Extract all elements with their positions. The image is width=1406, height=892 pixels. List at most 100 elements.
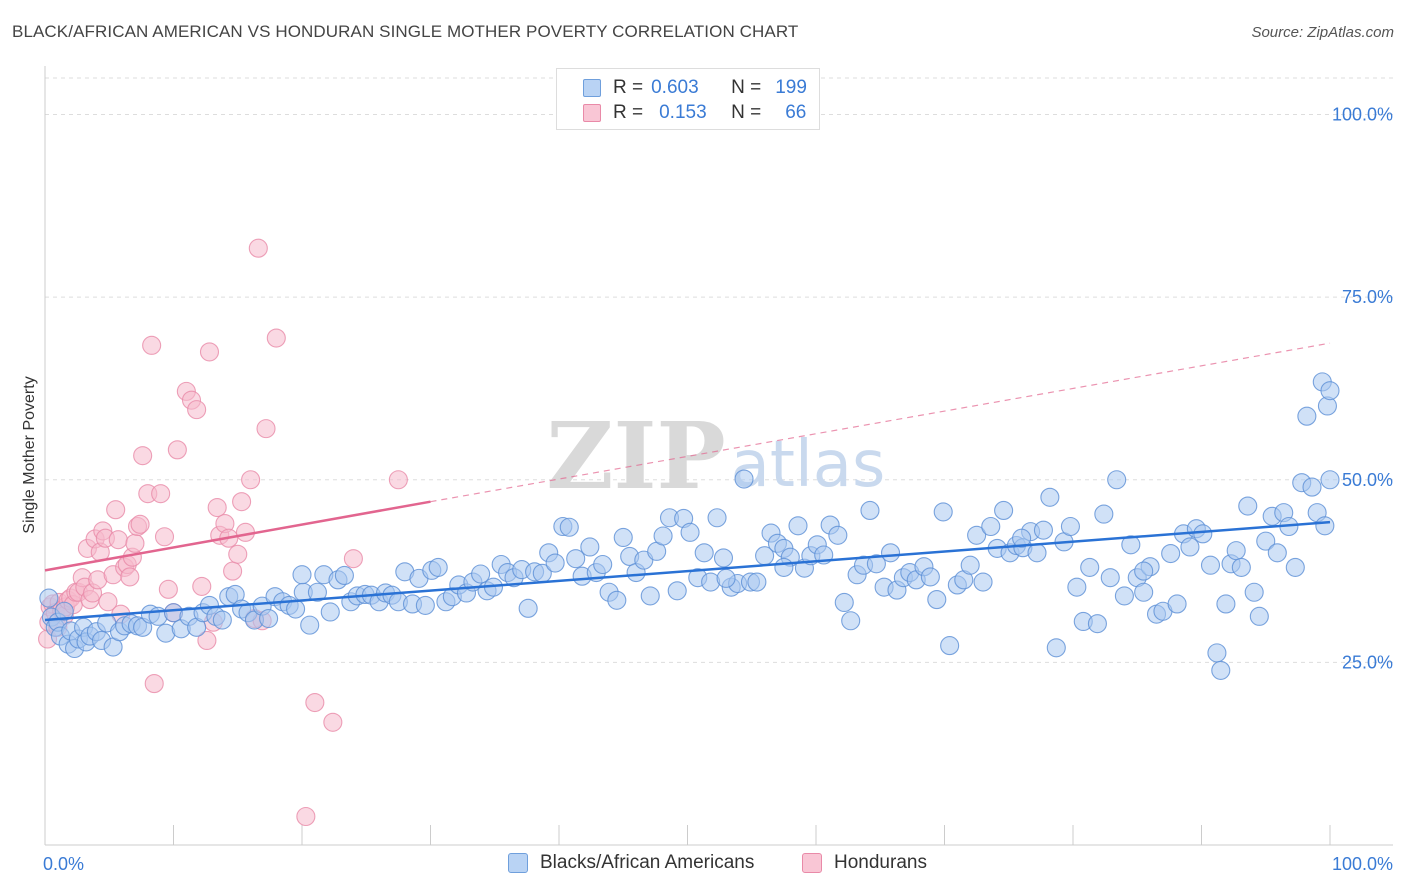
series-hondurans-points: [38, 238, 408, 827]
data-point-black: [1200, 555, 1221, 575]
data-point-black: [54, 601, 74, 621]
data-point-honduran: [98, 592, 118, 612]
data-point-honduran: [192, 576, 212, 596]
legend-swatch-blue: [508, 853, 528, 873]
data-point-honduran: [256, 419, 276, 439]
x-tick-label-max: 100.0%: [1332, 854, 1393, 874]
data-point-black: [334, 565, 354, 586]
data-point-black: [1285, 557, 1305, 577]
data-point-black: [667, 581, 687, 601]
data-point-black: [1244, 582, 1264, 602]
data-point-black: [1302, 477, 1322, 497]
data-point-black: [694, 543, 714, 563]
stats-row-honduran: R = 0.153 N = 66: [583, 102, 806, 124]
data-point-black: [834, 592, 854, 613]
data-point-black: [1100, 568, 1120, 588]
data-point-black: [967, 525, 987, 545]
data-point-black: [774, 557, 794, 577]
data-point-black: [653, 526, 673, 546]
data-point-black: [880, 543, 901, 563]
data-point-black: [994, 500, 1014, 520]
data-point-black: [1193, 524, 1213, 544]
data-point-black: [1046, 638, 1066, 658]
data-point-honduran: [223, 561, 243, 581]
data-point-black: [713, 548, 734, 568]
legend-swatch-pink: [802, 853, 822, 873]
y-tick-label: 75.0%: [1342, 287, 1393, 307]
data-point-black: [927, 590, 947, 610]
data-point-black: [1297, 406, 1317, 426]
data-point-black: [860, 500, 880, 520]
data-point-black: [1134, 561, 1154, 581]
data-point-black: [39, 588, 59, 608]
data-point-black: [940, 636, 960, 656]
data-point-black: [1238, 496, 1258, 516]
data-point-honduran: [106, 500, 126, 520]
r-value-honduran: 0.153: [659, 102, 707, 123]
legend-swatch-pink: [583, 104, 601, 122]
data-point-honduran: [197, 630, 217, 651]
data-point-black: [1121, 535, 1141, 555]
data-point-black: [1080, 557, 1100, 577]
data-point-black: [841, 611, 861, 631]
data-point-honduran: [199, 342, 220, 362]
data-point-black: [1114, 586, 1134, 606]
data-point-black: [1226, 541, 1246, 561]
data-point-honduran: [305, 693, 325, 713]
trend-lines: [44, 342, 1331, 622]
chart-title: BLACK/AFRICAN AMERICAN VS HONDURAN SINGL…: [12, 22, 799, 41]
data-point-black: [1027, 543, 1047, 563]
n-value-black: 199: [775, 77, 807, 98]
data-point-honduran: [144, 674, 164, 694]
data-point-black: [292, 565, 312, 585]
legend-label-honduran: Hondurans: [834, 852, 927, 873]
data-point-black: [607, 590, 627, 610]
data-point-honduran: [323, 712, 343, 732]
data-point-black: [680, 522, 700, 542]
data-point-black: [593, 554, 613, 575]
data-point-black: [981, 516, 1001, 537]
data-point-black: [559, 517, 579, 537]
data-point-black: [212, 610, 232, 630]
data-point-honduran: [266, 328, 286, 348]
data-point-honduran: [228, 544, 248, 564]
data-point-black: [1267, 543, 1287, 563]
data-point-black: [734, 469, 754, 489]
data-point-black: [1231, 557, 1251, 577]
legend-item-honduran[interactable]: Hondurans: [802, 852, 927, 874]
data-point-honduran: [207, 497, 227, 518]
legend-item-black[interactable]: Blacks/African Americans: [508, 852, 754, 874]
data-point-black: [1180, 537, 1200, 557]
data-point-honduran: [133, 446, 153, 466]
stats-legend: R = 0.603 N = 199 R = 0.153 N = 66: [556, 68, 820, 130]
data-point-honduran: [343, 549, 363, 569]
n-label: N =: [731, 102, 762, 123]
trend-line-honduran: [44, 500, 431, 572]
data-point-black: [428, 557, 448, 577]
data-point-black: [866, 554, 886, 574]
data-point-black: [1207, 643, 1227, 663]
y-tick-label: 25.0%: [1342, 652, 1393, 672]
data-point-black: [1320, 381, 1340, 401]
data-point-honduran: [108, 530, 128, 550]
data-point-black: [1167, 594, 1187, 614]
data-point-black: [580, 537, 600, 557]
r-label: R =: [613, 77, 644, 98]
data-point-honduran: [125, 533, 145, 553]
data-point-black: [320, 602, 340, 622]
data-point-honduran: [241, 470, 261, 490]
data-point-honduran: [130, 514, 150, 534]
data-point-black: [1067, 577, 1087, 597]
data-point-honduran: [142, 335, 162, 355]
data-point-black: [1033, 520, 1053, 540]
legend-label-black: Blacks/African Americans: [540, 852, 755, 873]
data-point-black: [471, 564, 491, 584]
data-point-black: [566, 549, 586, 569]
data-point-black: [1161, 543, 1181, 564]
watermark-atlas: atlas: [731, 428, 886, 502]
y-tick-label: 50.0%: [1342, 470, 1393, 490]
r-label: R =: [613, 102, 644, 123]
data-point-black: [1060, 516, 1080, 537]
watermark-zip: ZIP: [546, 402, 725, 510]
